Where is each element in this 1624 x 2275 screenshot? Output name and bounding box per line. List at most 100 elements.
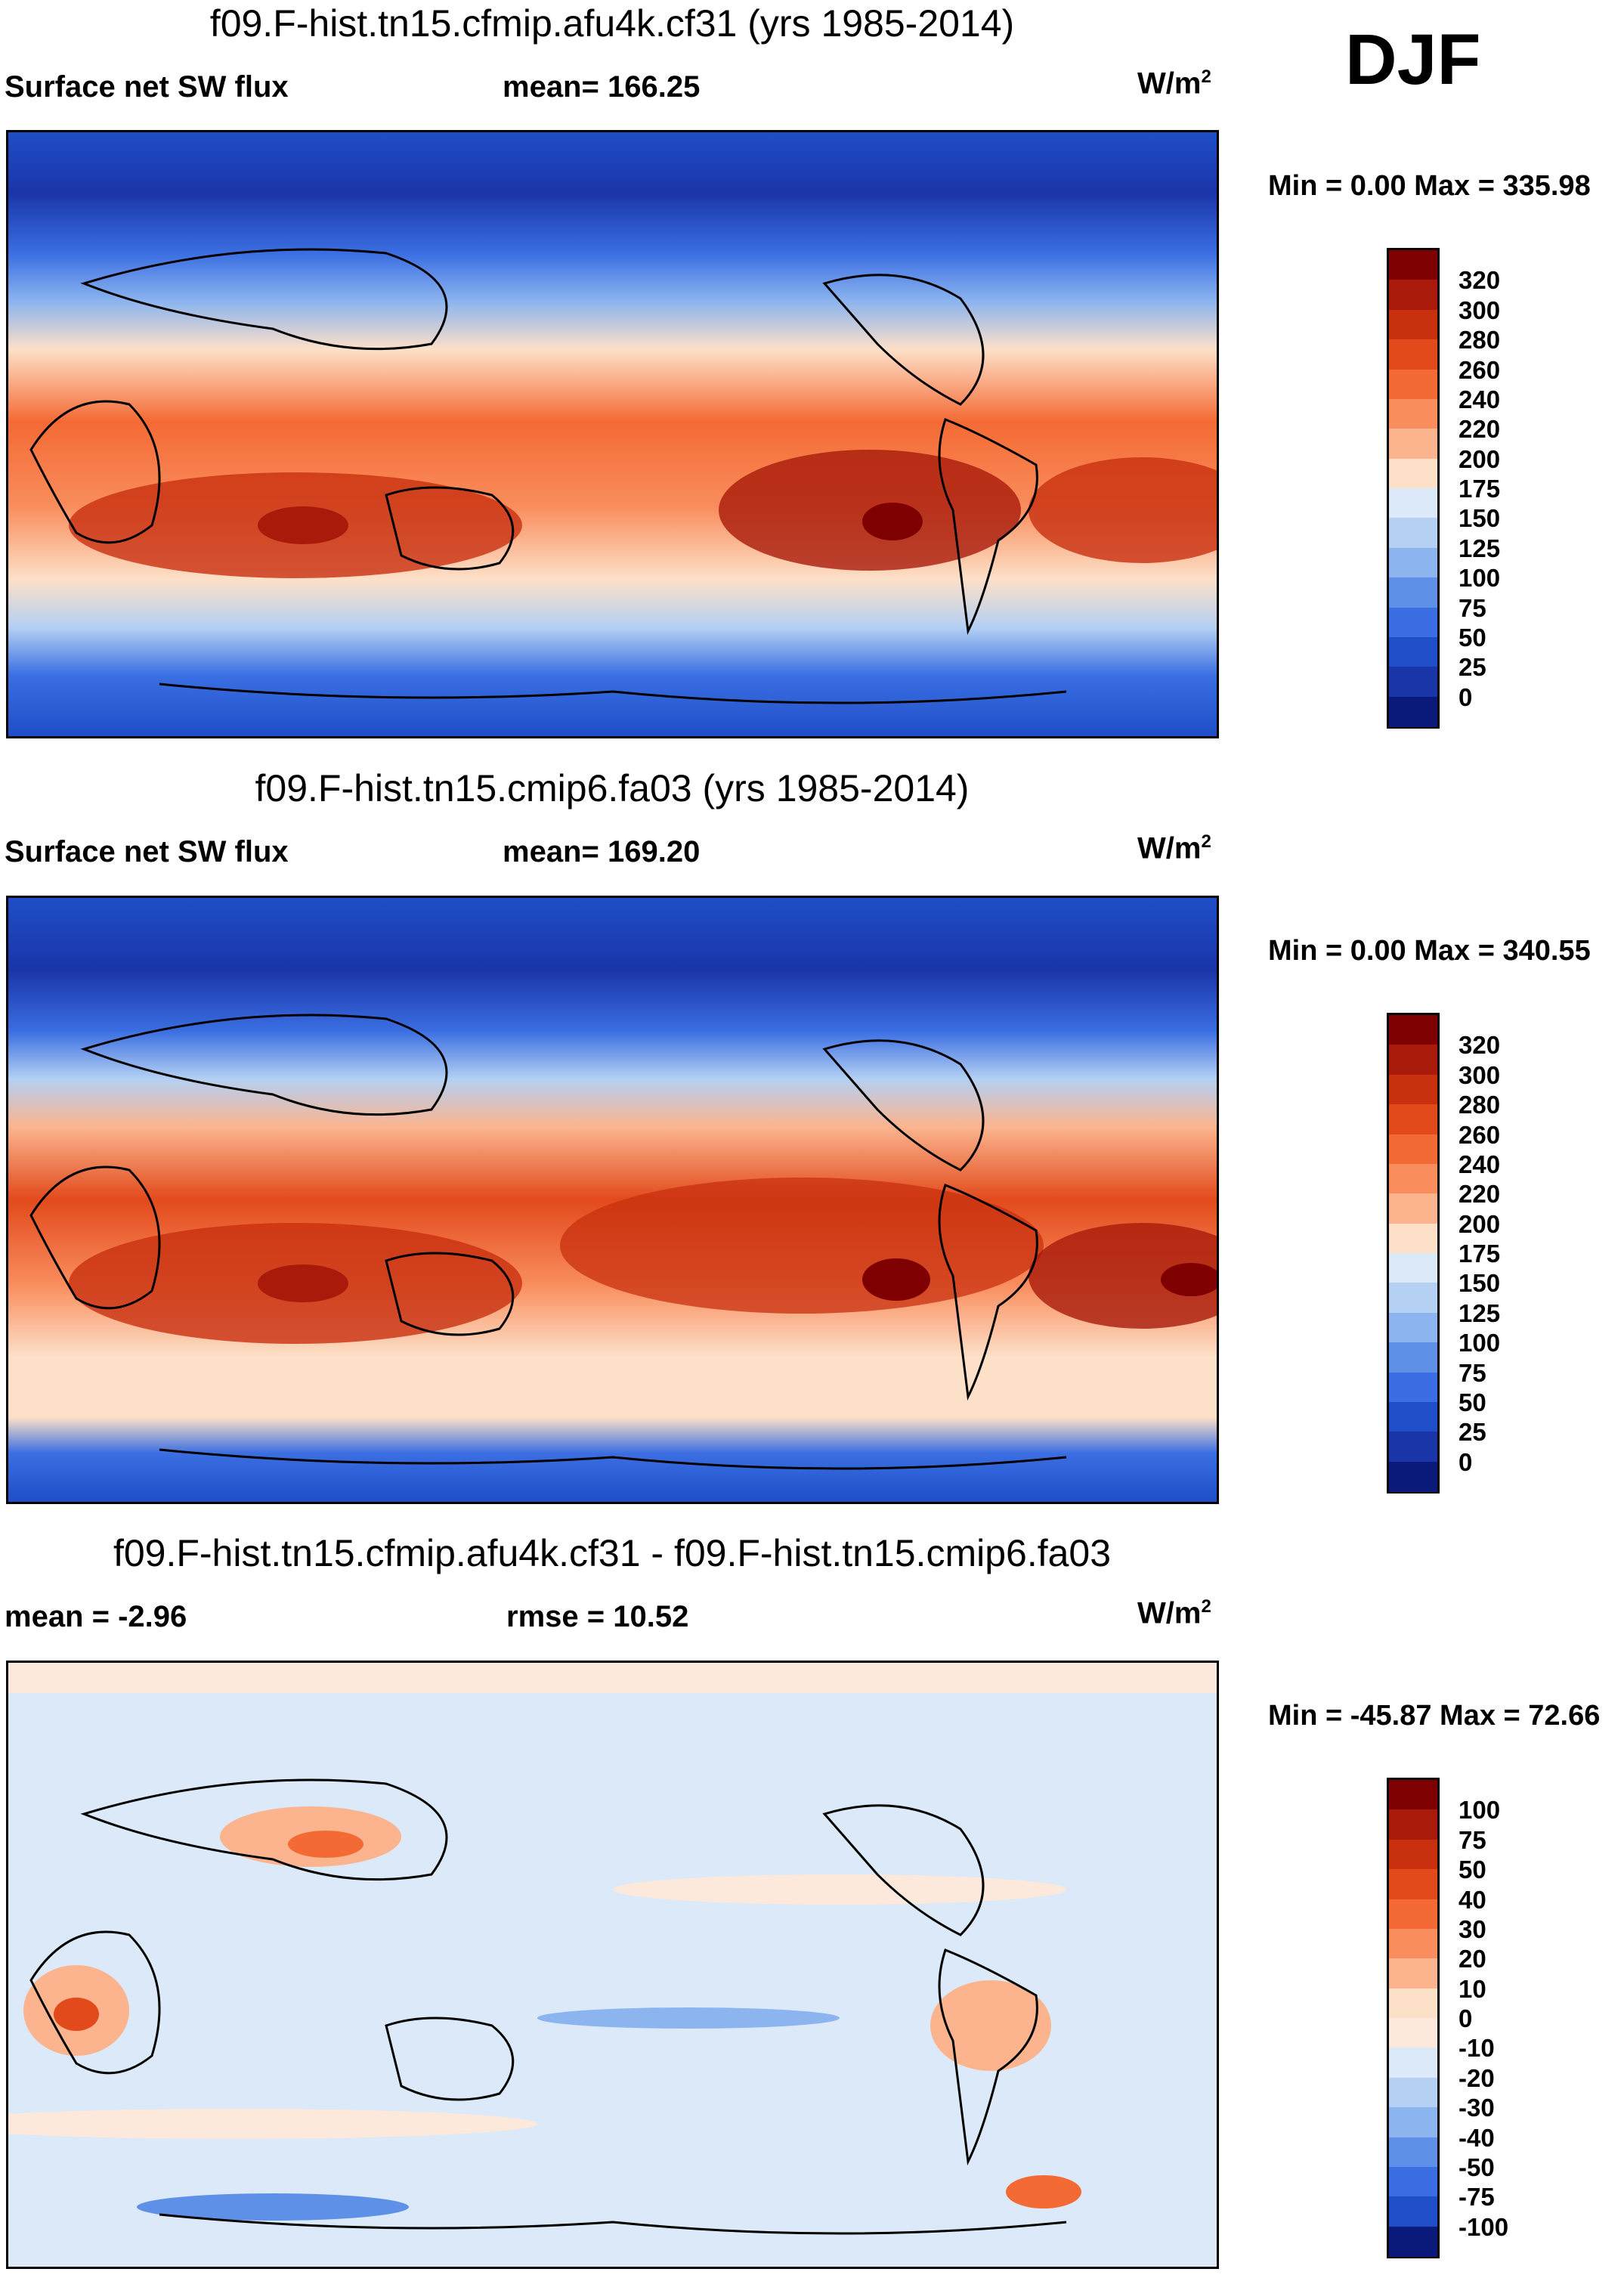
colorbar-swatch xyxy=(1389,1312,1437,1343)
panel1-title: f09.F-hist.tn15.cfmip.afu4k.cf31 (yrs 19… xyxy=(209,2,1015,45)
colorbar-swatch xyxy=(1389,1928,1437,1959)
colorbar-swatch xyxy=(1389,1104,1437,1134)
colorbar-swatch xyxy=(1389,1342,1437,1373)
panel2-units-label: W/m2 xyxy=(1137,831,1211,865)
colorbar-tick-label: 220 xyxy=(1459,415,1501,444)
colorbar-tick-label: 300 xyxy=(1459,1060,1501,1089)
panel2-mean-label: mean= 169.20 xyxy=(503,835,701,868)
panel2-field xyxy=(8,898,1217,1502)
colorbar-tick-label: 0 xyxy=(1459,2004,1473,2032)
colorbar-tick-label: 50 xyxy=(1459,1388,1486,1416)
colorbar-tick-label: -100 xyxy=(1459,2212,1509,2241)
colorbar-tick-label: 10 xyxy=(1459,1974,1486,2003)
colorbar-tick-label: 125 xyxy=(1459,534,1501,562)
colorbar-swatch xyxy=(1389,488,1437,518)
panel3-mean-label: mean = -2.96 xyxy=(5,1600,187,1633)
colorbar-swatch xyxy=(1389,577,1437,608)
colorbar-tick-label: 40 xyxy=(1459,1885,1486,1914)
colorbar-tick-label: 50 xyxy=(1459,1856,1486,1884)
colorbar-tick-label: 200 xyxy=(1459,1209,1501,1238)
colorbar-tick-label: 240 xyxy=(1459,1150,1501,1178)
colorbar-tick-label: 175 xyxy=(1459,1240,1501,1268)
panel3-map xyxy=(6,1661,1219,2269)
colorbar-tick-label: -30 xyxy=(1459,2094,1495,2122)
colorbar-swatch xyxy=(1389,636,1437,667)
panel1-field xyxy=(8,132,1217,736)
colorbar-tick-label: 220 xyxy=(1459,1180,1501,1209)
colorbar-swatch xyxy=(1389,250,1437,280)
colorbar-swatch xyxy=(1389,2077,1437,2108)
panel3-title: f09.F-hist.tn15.cfmip.afu4k.cf31 - f09.F… xyxy=(113,1532,1112,1574)
colorbar-tick-label: 260 xyxy=(1459,1120,1501,1149)
panel3-rmse-label: rmse = 10.52 xyxy=(506,1600,689,1633)
colorbar-swatch xyxy=(1389,518,1437,549)
colorbar-swatch xyxy=(1389,1193,1437,1224)
colorbar-swatch xyxy=(1389,1074,1437,1105)
panel2-title: f09.F-hist.tn15.cmip6.fa03 (yrs 1985-201… xyxy=(255,767,970,809)
colorbar-tick-label: 125 xyxy=(1459,1298,1501,1327)
colorbar-swatch xyxy=(1389,547,1437,578)
colorbar-tick-label: 50 xyxy=(1459,623,1486,652)
colorbar-tick-label: 75 xyxy=(1459,1358,1486,1387)
colorbar-swatch xyxy=(1389,1134,1437,1165)
colorbar-swatch xyxy=(1389,2196,1437,2227)
panel1-map xyxy=(6,130,1219,738)
colorbar-tick-label: 25 xyxy=(1459,1418,1486,1447)
colorbar-swatch xyxy=(1389,339,1437,370)
colorbar-tick-label: 20 xyxy=(1459,1945,1486,1973)
colorbar-swatch xyxy=(1389,1253,1437,1283)
colorbar-swatch xyxy=(1389,309,1437,340)
colorbar-swatch xyxy=(1389,1223,1437,1254)
colorbar-swatch xyxy=(1389,280,1437,311)
colorbar-tick-label: 150 xyxy=(1459,1269,1501,1298)
colorbar-swatch xyxy=(1389,2048,1437,2078)
colorbar-tick-label: 240 xyxy=(1459,385,1501,413)
colorbar-swatch xyxy=(1389,1899,1437,1930)
colorbar-tick-label: 280 xyxy=(1459,1091,1501,1119)
colorbar-swatch xyxy=(1389,1283,1437,1314)
colorbar-swatch xyxy=(1389,1372,1437,1403)
colorbar-swatch xyxy=(1389,429,1437,460)
colorbar-swatch xyxy=(1389,2166,1437,2197)
colorbar-tick-label: 320 xyxy=(1459,1031,1501,1060)
colorbar-swatch xyxy=(1389,398,1437,429)
colorbar-swatch xyxy=(1389,1988,1437,2019)
panel3-field xyxy=(8,1663,1217,2267)
panel1-variable-label: Surface net SW flux xyxy=(5,70,289,104)
colorbar-tick-label: 100 xyxy=(1459,564,1501,593)
colorbar-tick-label: 175 xyxy=(1459,475,1501,503)
colorbar-tick-label: 100 xyxy=(1459,1329,1501,1357)
colorbar-swatch xyxy=(1389,1163,1437,1194)
colorbar-swatch xyxy=(1389,458,1437,489)
panel1-minmax: Min = 0.00 Max = 335.98 xyxy=(1268,170,1591,202)
panel1-mean-label: mean= 166.25 xyxy=(503,70,701,104)
colorbar-swatch xyxy=(1389,607,1437,638)
panel2-coastlines xyxy=(29,1014,1067,1470)
panel2-map xyxy=(6,896,1219,1504)
colorbar-tick-label: -40 xyxy=(1459,2123,1495,2152)
colorbar-tick-label: -50 xyxy=(1459,2153,1495,2181)
panel2-colorbar xyxy=(1387,1013,1440,1493)
colorbar-swatch xyxy=(1389,1809,1437,1840)
panel2-minmax: Min = 0.00 Max = 340.55 xyxy=(1268,935,1591,967)
colorbar-tick-label: 0 xyxy=(1459,1447,1473,1476)
colorbar-tick-label: 260 xyxy=(1459,355,1501,384)
colorbar-swatch xyxy=(1389,2018,1437,2048)
colorbar-tick-label: 25 xyxy=(1459,653,1486,682)
colorbar-swatch xyxy=(1389,1780,1437,1810)
panel1-units-label: W/m2 xyxy=(1137,67,1211,101)
colorbar-swatch xyxy=(1389,1015,1437,1045)
colorbar-swatch xyxy=(1389,2226,1437,2257)
panel1-colorbar xyxy=(1387,248,1440,729)
colorbar-swatch xyxy=(1389,1401,1437,1432)
colorbar-swatch xyxy=(1389,1461,1437,1492)
panel1-coastlines xyxy=(29,248,1067,704)
colorbar-swatch xyxy=(1389,667,1437,698)
colorbar-tick-label: 0 xyxy=(1459,682,1473,711)
panel3-colorbar xyxy=(1387,1778,1440,2258)
colorbar-swatch xyxy=(1389,369,1437,400)
season-label: DJF xyxy=(1345,20,1481,100)
colorbar-tick-label: 100 xyxy=(1459,1796,1501,1825)
colorbar-swatch xyxy=(1389,1045,1437,1076)
panel3-minmax: Min = -45.87 Max = 72.66 xyxy=(1268,1700,1601,1732)
